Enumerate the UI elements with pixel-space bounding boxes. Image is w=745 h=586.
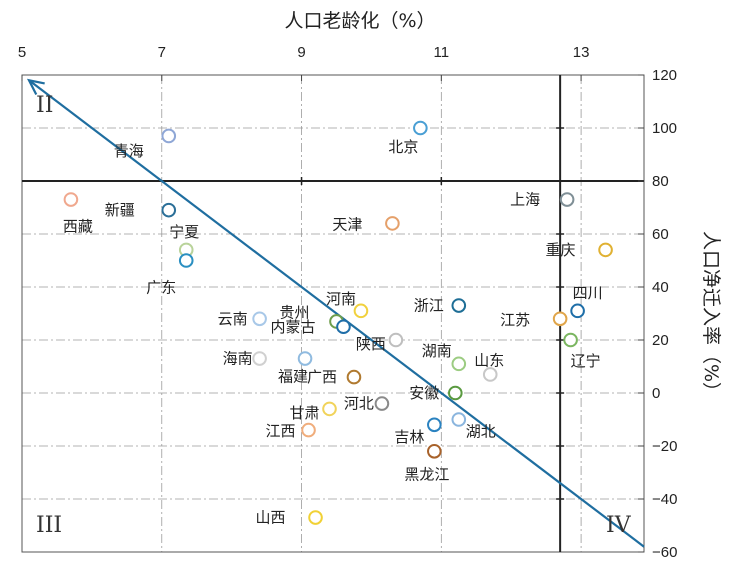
point-label: 江西 <box>266 422 296 440</box>
quadrant-label: II <box>36 93 53 118</box>
quadrant-label: IV <box>606 513 632 538</box>
y-tick-label: −40 <box>652 491 677 508</box>
y-tick-label: 20 <box>652 332 669 349</box>
data-point <box>178 253 194 268</box>
data-point <box>297 351 313 366</box>
point-label: 贵州 <box>279 303 309 321</box>
y-axis-ticks: 120 100 80 60 40 20 0 −20 −40 −60 <box>638 67 677 561</box>
trend-line-group <box>26 78 645 548</box>
x-tick-label: 13 <box>573 44 590 61</box>
x-tick-label: 5 <box>18 44 26 61</box>
point-label: 江苏 <box>500 311 530 329</box>
point-label: 黑龙江 <box>404 465 449 483</box>
x-tick-label: 11 <box>434 44 450 61</box>
point-label: 宁夏 <box>169 223 199 241</box>
data-point <box>252 311 267 327</box>
y-tick-label: 60 <box>652 226 669 243</box>
data-point <box>252 351 267 366</box>
point-label: 山西 <box>256 509 286 527</box>
y-tick-label: −20 <box>652 438 677 455</box>
point-label: 天津 <box>332 215 362 233</box>
x-axis-ticks: 5 7 9 11 13 <box>18 44 590 81</box>
point-label: 广东 <box>146 279 176 297</box>
y-tick-label: −60 <box>652 544 677 561</box>
point-label: 广西 <box>307 368 337 386</box>
data-point <box>322 401 337 417</box>
data-point <box>413 120 428 136</box>
data-point <box>346 369 362 385</box>
data-point <box>301 422 316 438</box>
point-label: 安徽 <box>409 384 439 402</box>
point-label: 陕西 <box>356 335 386 353</box>
y-tick-label: 80 <box>652 173 669 190</box>
data-point <box>427 444 442 459</box>
y-tick-label: 40 <box>652 279 669 296</box>
point-label: 青海 <box>114 142 144 160</box>
data-point <box>598 242 613 258</box>
data-point <box>448 385 463 401</box>
y-tick-label: 120 <box>652 67 677 84</box>
data-point <box>353 303 369 319</box>
data-point <box>161 128 177 144</box>
point-label: 河南 <box>326 290 356 308</box>
trend-line-arrow <box>26 78 45 96</box>
quadrant-label: III <box>36 513 62 538</box>
point-label: 新疆 <box>105 201 135 219</box>
data-point <box>563 332 578 348</box>
data-point <box>63 192 79 207</box>
data-point <box>336 319 351 335</box>
point-label: 湖北 <box>466 423 496 441</box>
point-label: 甘肃 <box>290 404 320 422</box>
point-label: 吉林 <box>394 428 424 446</box>
point-label: 上海 <box>510 191 540 209</box>
data-point <box>385 216 400 231</box>
data-point <box>388 332 404 348</box>
point-label: 北京 <box>388 138 418 156</box>
data-point <box>451 356 467 372</box>
point-label: 内蒙古 <box>270 318 315 336</box>
y-axis-title: 人口净迁入率（%） <box>700 231 722 401</box>
point-label: 辽宁 <box>571 352 601 370</box>
x-tick-label: 9 <box>297 44 305 61</box>
x-tick-label: 7 <box>158 44 166 61</box>
point-label: 福建 <box>278 368 308 386</box>
data-point <box>451 412 467 427</box>
point-label: 重庆 <box>546 241 576 259</box>
y-tick-label: 0 <box>652 385 660 402</box>
point-label: 四川 <box>573 284 603 302</box>
point-label: 西藏 <box>63 218 93 236</box>
data-point <box>161 202 177 218</box>
point-label: 湖南 <box>422 342 452 360</box>
point-label: 河北 <box>344 395 374 413</box>
x-axis-title: 人口老龄化（%） <box>284 10 435 32</box>
point-label: 云南 <box>218 310 248 328</box>
data-point <box>451 298 467 313</box>
data-point <box>374 396 390 411</box>
point-label: 山东 <box>474 351 504 369</box>
data-point <box>570 303 585 319</box>
data-point <box>482 367 498 382</box>
point-label: 海南 <box>223 350 253 368</box>
data-point <box>552 311 568 327</box>
point-label: 浙江 <box>414 297 444 315</box>
trend-line <box>28 79 645 548</box>
data-point <box>308 510 323 525</box>
data-point <box>559 192 575 207</box>
plot-area-frame <box>21 74 645 553</box>
data-point <box>427 417 442 433</box>
y-tick-label: 100 <box>652 120 677 137</box>
